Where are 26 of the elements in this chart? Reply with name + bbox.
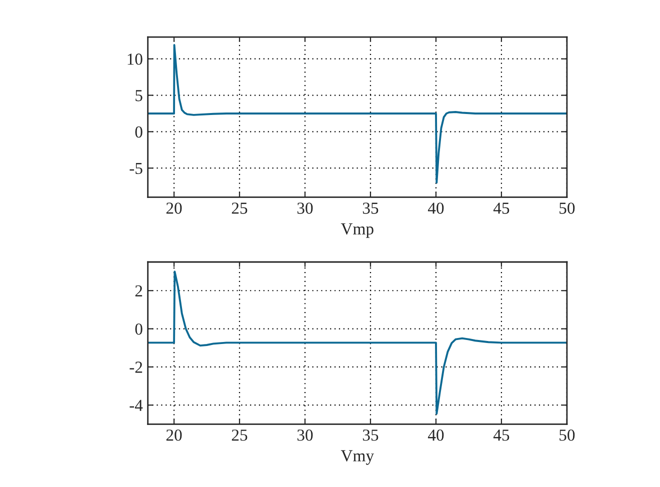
x-tick-label: 45 xyxy=(493,202,510,214)
x-tick-label: 30 xyxy=(297,430,313,441)
y-tick-label: 5 xyxy=(136,90,142,102)
y-tick-label: 0 xyxy=(135,126,142,138)
y-tick-label: -4 xyxy=(130,400,143,411)
x-tick-label: 25 xyxy=(232,202,248,214)
y-tick-label: -5 xyxy=(130,162,142,174)
x-tick-label: 35 xyxy=(362,430,378,441)
x-tick-label: 40 xyxy=(428,430,444,441)
x-axis-title: Vmp xyxy=(340,223,374,238)
x-tick-label: 20 xyxy=(166,430,182,441)
x-tick-label: 20 xyxy=(166,202,182,214)
x-tick-label: 45 xyxy=(493,430,510,441)
line-series xyxy=(148,44,567,184)
y-tick-label: 0 xyxy=(135,323,142,335)
y-tick-label: 10 xyxy=(128,54,142,65)
x-tick-label: 50 xyxy=(560,202,575,214)
x-tick-label: 30 xyxy=(297,202,313,214)
x-axis-title: Vmy xyxy=(340,450,374,465)
y-tick-label: -2 xyxy=(130,362,142,373)
x-tick-label: 40 xyxy=(428,202,444,214)
x-tick-label: 25 xyxy=(232,430,248,441)
line-series xyxy=(148,270,567,415)
x-tick-label: 35 xyxy=(362,202,378,214)
x-tick-label: 50 xyxy=(560,430,575,441)
y-tick-label: 2 xyxy=(135,285,142,296)
